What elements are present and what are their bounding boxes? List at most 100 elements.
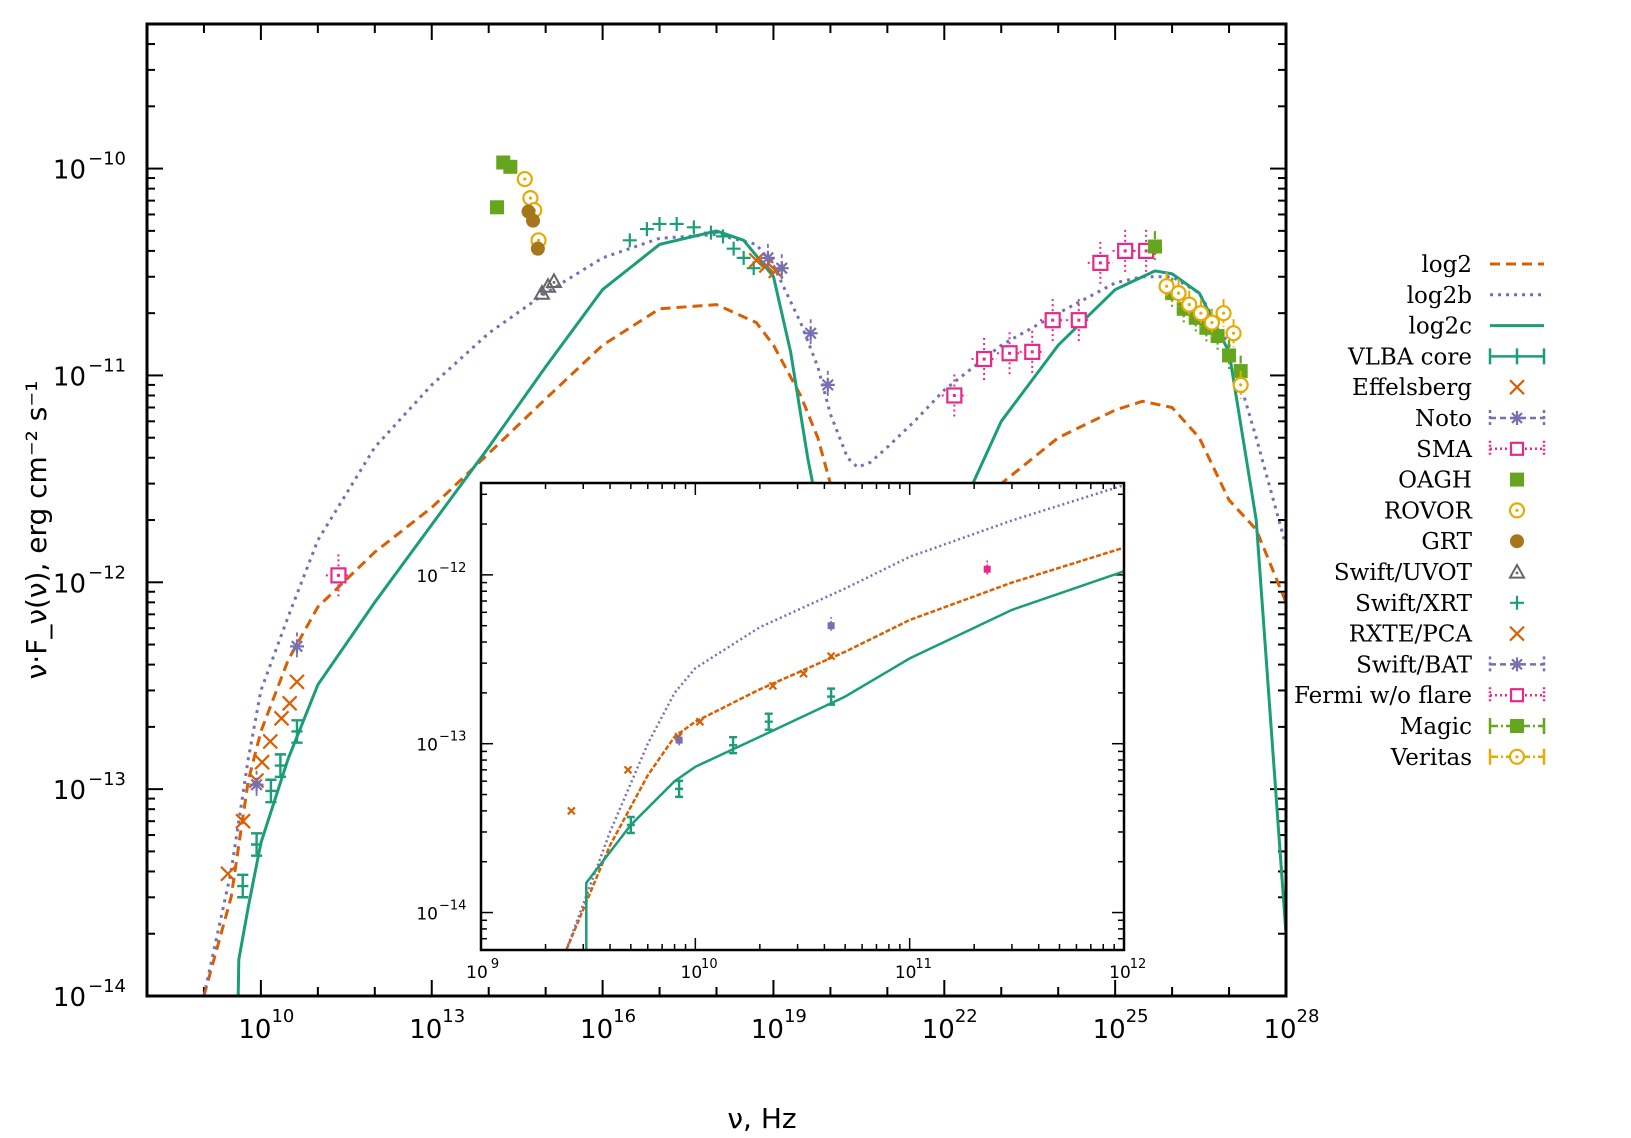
inset-point-Effelsberg [768, 681, 778, 691]
x-tick-exponent: 28 [1297, 1006, 1320, 1027]
point-Swift/XRT [622, 233, 637, 248]
point-Swift/XRT [639, 222, 654, 237]
point-Effelsberg [289, 674, 305, 690]
legend-swatch [1510, 411, 1524, 425]
legend-entry: Noto [1415, 406, 1546, 432]
point-ROVOR-dot [523, 177, 527, 181]
inset-point-Effelsberg [623, 765, 633, 775]
legend-entry: OAGH [1398, 468, 1524, 494]
legend-entry: log2c [1409, 314, 1544, 340]
point-GRT [530, 241, 545, 256]
point-Swift/XRT [652, 216, 667, 231]
point-SMA-dot [336, 573, 340, 577]
legend-swatch-caps [1488, 748, 1546, 765]
x-tick-label: 10 [580, 1015, 613, 1045]
y-tick-label: 10 [53, 156, 86, 186]
y-tick-exponent: −10 [88, 149, 126, 170]
point-Effelsberg [273, 710, 290, 727]
legend-entry: Swift/UVOT [1334, 560, 1526, 586]
inset-y-tick-label: 10 [416, 905, 438, 925]
point-Swift/UVOT [545, 272, 563, 288]
point-Veritas-dot [1231, 331, 1236, 335]
point-Swift/XRT [726, 241, 741, 256]
point-Fermi w/o flare-dot [1123, 249, 1127, 253]
point-VLBA core [291, 719, 303, 744]
legend-entry: log2b [1407, 283, 1544, 309]
point-Swift/XRT [669, 216, 684, 231]
inset-point-VLBA core [626, 815, 635, 835]
point-GRT [526, 213, 541, 228]
y-tick-label: 10 [53, 569, 86, 599]
inset-frame [479, 481, 1126, 952]
point-Noto [289, 639, 304, 654]
legend-swatch [1510, 657, 1524, 672]
point-Effelsberg [262, 733, 279, 750]
legend-label: log2b [1407, 283, 1472, 309]
y-tick-exponent: −14 [88, 976, 126, 997]
legend-swatch-caps [1488, 656, 1546, 673]
point-Noto [249, 777, 264, 792]
x-tick-label: 10 [1263, 1015, 1296, 1045]
inset-series-log2c-line [585, 570, 1124, 950]
series-log2-line [202, 303, 1286, 996]
point-Fermi w/o flare-dot [1008, 351, 1012, 355]
inset-point-Effelsberg [799, 669, 808, 678]
legend-label: Swift/XRT [1355, 591, 1473, 617]
legend-label: Swift/UVOT [1334, 560, 1473, 586]
legend-label: Fermi w/o flare [1294, 683, 1472, 709]
inset-series-log2-line [565, 546, 1124, 950]
y-tick-exponent: −11 [88, 355, 126, 376]
x-tick-label: 10 [1093, 1015, 1126, 1045]
point-Veritas-dot [1199, 311, 1203, 315]
inset-x-tick-exponent: 11 [915, 957, 932, 972]
point-Fermi w/o flare-dot [1098, 261, 1102, 265]
y-tick-exponent: −13 [88, 769, 126, 790]
legend-entry: ROVOR [1384, 498, 1526, 524]
legend-entry: Swift/BAT [1356, 652, 1546, 678]
legend-swatch [1509, 625, 1525, 642]
point-Magic [1210, 329, 1225, 344]
point-Swift/UVOT-dot [552, 280, 556, 284]
legend-label: VLBA core [1347, 344, 1472, 370]
point-Swift/BAT [803, 326, 818, 341]
inset-point-VLBA core [827, 687, 836, 706]
legend-label: Magic [1400, 714, 1472, 740]
inset-y-tick-exponent: −12 [439, 561, 466, 576]
legend-swatch [1509, 688, 1525, 703]
main-frame [145, 22, 1288, 998]
x-tick-exponent: 13 [442, 1006, 465, 1027]
point-VLBA core [265, 778, 277, 804]
x-tick-label: 10 [409, 1015, 442, 1045]
point-OAGH [503, 159, 518, 174]
point-Magic [1147, 239, 1162, 254]
legend-label: Swift/BAT [1356, 652, 1473, 678]
point-Swift/UVOT-dot [540, 292, 544, 296]
point-ROVOR-dot [536, 238, 541, 242]
point-Swift/UVOT [539, 277, 557, 293]
inset-x-tick-label: 10 [895, 963, 917, 983]
inset-x-tick-label: 10 [466, 963, 488, 983]
x-tick-label: 10 [751, 1015, 784, 1045]
y-tick-label: 10 [53, 362, 86, 392]
legend-entry: log2 [1421, 252, 1544, 278]
legend-label: Noto [1415, 406, 1472, 432]
point-Effelsberg [281, 695, 298, 712]
x-tick-exponent: 16 [613, 1006, 636, 1027]
y-axis-title: ν·F_ν(ν), erg cm⁻² s⁻¹ [20, 381, 53, 680]
y-tick-exponent: −12 [88, 562, 126, 583]
point-Effelsberg [254, 754, 270, 770]
point-Magic [1222, 348, 1237, 363]
legend-swatch [1510, 595, 1524, 610]
point-Effelsberg [220, 865, 236, 882]
legend-entry: Fermi w/o flare [1294, 683, 1546, 709]
legend-label: RXTE/PCA [1349, 622, 1473, 648]
legend-label: log2c [1409, 314, 1472, 340]
inset-y-tick-label: 10 [416, 567, 438, 587]
legend-entry: Magic [1400, 714, 1546, 740]
legend: log2 log2b log2c VLBA core Effelsberg Noto SMA… [1294, 252, 1546, 771]
legend-entry: Swift/XRT [1355, 591, 1524, 617]
x-tick-exponent: 25 [1126, 1006, 1149, 1027]
point-Swift/XRT [736, 250, 751, 265]
x-tick-label: 10 [922, 1015, 955, 1045]
